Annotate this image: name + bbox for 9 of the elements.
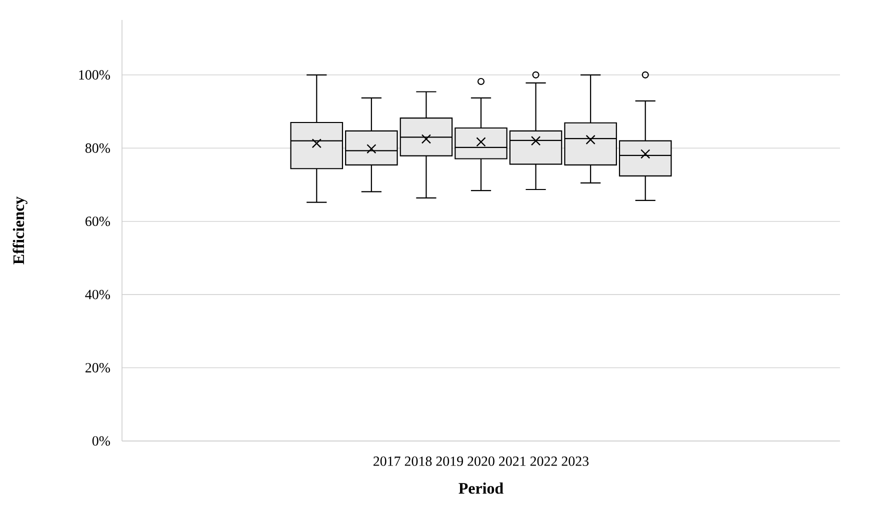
y-tick-label: 20% <box>86 363 110 373</box>
y-tick-label: 0% <box>92 436 110 446</box>
x-axis-title: Period <box>458 482 504 494</box>
y-tick-label: 80% <box>85 143 110 153</box>
y-tick-label: 60% <box>86 216 110 226</box>
x-tick-label: 2017 2018 2019 2020 2021 2022 2023 <box>374 456 589 466</box>
y-tick-label: 100% <box>79 70 110 80</box>
y-tick-label: 40% <box>85 290 110 300</box>
y-axis-title: Efficiency <box>12 196 28 264</box>
